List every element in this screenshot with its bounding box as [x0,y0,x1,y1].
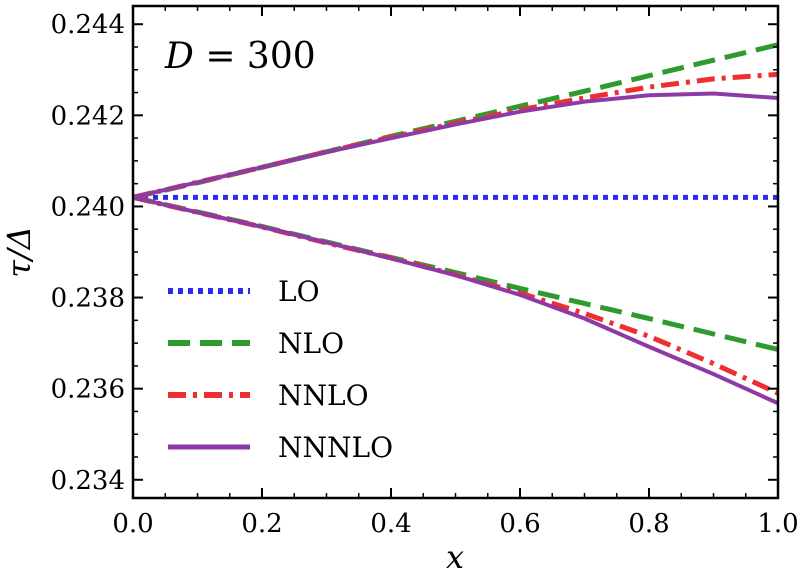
y-tick-label: 0.236 [51,375,125,405]
y-tick-label: 0.240 [51,192,125,222]
series-line-nnnlo-branch-2 [132,195,779,406]
legend: LO NLO NNLO NNNLO [168,275,393,464]
legend-label-nlo: NLO [278,327,344,360]
y-tick-label: 0.234 [51,466,125,496]
x-axis-label: x [446,538,464,574]
y-tick-label: 0.238 [51,284,125,314]
legend-label-nnnlo: NNNLO [278,431,393,464]
y-axis-label: τ/Δ [0,226,38,278]
tick-labels-layer: 0.0 0.2 0.4 0.6 0.8 1.0 0.234 0.236 0.238 0.240 0.… [51,10,799,539]
x-tick-label: 1.0 [757,509,798,539]
annotation-text: D = 300 [164,36,316,77]
y-tick-label: 0.242 [51,101,125,131]
x-tick-label: 0.2 [241,509,282,539]
series-line-nnlo-branch-2 [132,194,780,396]
ticks-layer [132,6,779,498]
y-tick-label: 0.244 [51,10,125,40]
x-tick-label: 0.0 [112,509,153,539]
x-tick-label: 0.6 [499,509,540,539]
x-tick-label: 0.4 [370,509,411,539]
x-tick-label: 0.8 [628,509,669,539]
series-layer [132,42,780,406]
legend-label-lo: LO [278,275,320,308]
series-line-nnnlo-branch-1 [132,91,779,200]
legend-label-nnlo: NNLO [278,379,369,412]
plot-frame [131,4,780,500]
